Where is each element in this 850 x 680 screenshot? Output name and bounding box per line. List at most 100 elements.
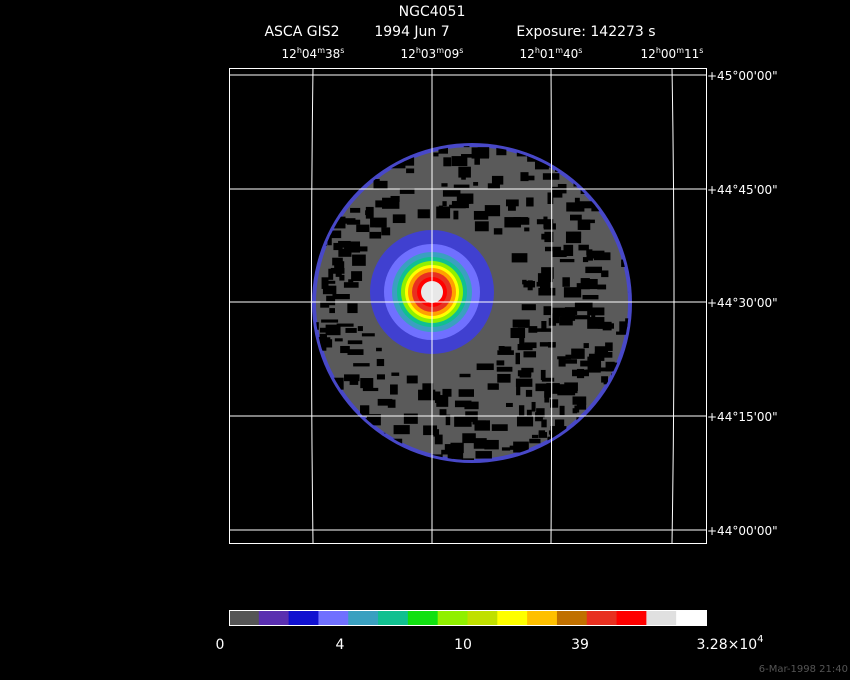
noise-blob (319, 327, 334, 333)
ra-number: 03 (421, 47, 436, 61)
noise-blob (315, 322, 319, 330)
noise-blob (321, 319, 339, 323)
noise-blob (491, 424, 508, 431)
noise-blob (330, 267, 345, 274)
noise-blob (554, 419, 565, 428)
noise-blob (334, 338, 343, 342)
noise-blob (320, 337, 331, 345)
noise-blob (601, 270, 609, 278)
noise-blob (547, 192, 554, 205)
dec-label: +44°30'00" (707, 296, 778, 310)
ra-number: 12 (282, 47, 297, 61)
noise-blob (376, 347, 382, 352)
noise-blob (350, 207, 361, 213)
noise-blob (434, 391, 441, 403)
noise-blob (587, 307, 605, 316)
ra-unit: s (459, 46, 463, 55)
noise-blob (519, 336, 525, 349)
noise-blob (535, 383, 550, 392)
noise-blob (531, 434, 539, 439)
max-base: 3.28×10 (696, 637, 757, 653)
noise-blob (433, 152, 439, 157)
noise-blob (511, 253, 528, 263)
noise-blob (619, 321, 629, 333)
ra-number: 12 (641, 47, 656, 61)
noise-blob (332, 294, 350, 300)
noise-blob (473, 438, 487, 449)
colorbar-cell (556, 611, 588, 625)
noise-blob (539, 277, 551, 290)
noise-blob (557, 384, 576, 396)
noise-blob (531, 401, 536, 412)
noise-blob (376, 358, 385, 367)
noise-blob (517, 324, 529, 328)
ra-unit: m (676, 46, 684, 55)
noise-blob (510, 327, 526, 339)
ra-number: 11 (684, 47, 699, 61)
noise-blob (347, 303, 358, 314)
noise-blob (352, 254, 366, 266)
noise-blob (504, 217, 521, 228)
colorbar-max-label: 3.28×104 (696, 634, 763, 653)
noise-blob (496, 146, 507, 156)
colorbar-cell (527, 611, 558, 625)
noise-blob (616, 331, 629, 335)
noise-blob (450, 442, 464, 454)
ra-unit: s (578, 46, 582, 55)
noise-blob (453, 210, 459, 220)
noise-blob (393, 425, 410, 435)
noise-blob (515, 352, 520, 365)
colorbar-label: 10 (454, 637, 472, 653)
colorbar-cell (497, 611, 528, 625)
noise-blob (521, 367, 534, 373)
noise-blob (474, 420, 490, 431)
colorbar-label: 39 (571, 637, 589, 653)
noise-blob (474, 153, 480, 165)
noise-blob (442, 201, 447, 207)
noise-blob (422, 383, 434, 395)
noise-blob (484, 439, 499, 450)
colorbar-cell (586, 611, 618, 625)
ra-label: 12h03m09s (401, 46, 464, 61)
noise-blob (505, 402, 513, 407)
colorbar-cell (288, 611, 319, 625)
noise-blob (544, 387, 553, 398)
title: NGC4051 (399, 4, 466, 20)
noise-blob (349, 376, 359, 385)
noise-blob (509, 445, 517, 450)
ra-number: 00 (661, 47, 676, 61)
noise-blob (442, 388, 452, 397)
noise-blob (445, 414, 451, 426)
noise-blob (378, 180, 388, 190)
colorbar-frame (229, 610, 707, 626)
noise-blob (526, 197, 534, 207)
noise-blob (577, 219, 591, 230)
colorbar-cell (229, 611, 260, 625)
noise-blob (538, 432, 548, 438)
noise-blob (357, 326, 363, 332)
noise-blob (441, 183, 448, 187)
noise-blob (559, 258, 575, 263)
noise-blob (546, 383, 560, 394)
noise-blob (356, 224, 370, 233)
noise-blob (605, 342, 613, 351)
noise-blob (565, 354, 583, 359)
noise-blob (536, 408, 545, 418)
noise-blob (461, 154, 475, 158)
noise-blob (574, 302, 593, 312)
noise-blob (443, 157, 452, 167)
noise-blob (497, 350, 514, 355)
noise-blob (361, 333, 375, 337)
noise-blob (550, 399, 559, 408)
noise-blob (562, 277, 570, 287)
noise-blob (564, 359, 577, 364)
noise-blob (438, 146, 449, 154)
noise-blob (565, 231, 582, 244)
noise-blob (518, 405, 525, 417)
noise-blob (496, 366, 513, 372)
noise-blob (523, 280, 536, 288)
ra-number: 09 (444, 47, 459, 61)
colorbar-cell (616, 611, 647, 625)
noise-blob (573, 389, 578, 394)
